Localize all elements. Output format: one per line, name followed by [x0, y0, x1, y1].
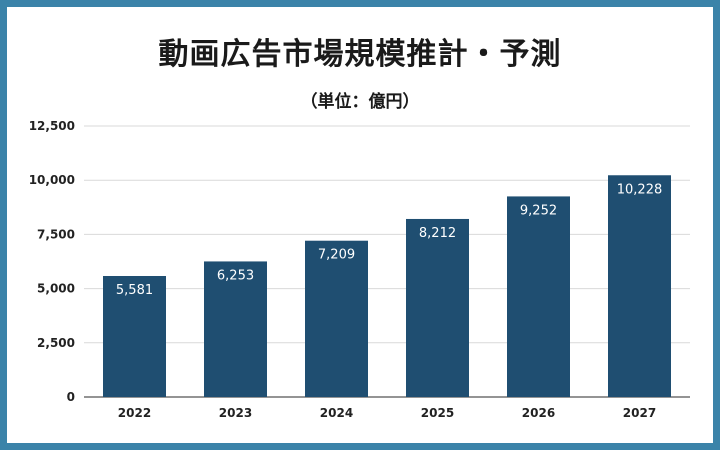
- x-tick-label: 2023: [219, 406, 252, 420]
- y-tick-label: 2,500: [37, 336, 75, 350]
- data-label: 7,209: [318, 248, 355, 263]
- y-tick-label: 12,500: [29, 119, 75, 133]
- x-tick-label: 2027: [623, 406, 656, 420]
- y-tick-label: 10,000: [29, 173, 75, 187]
- bar-2022: [103, 276, 166, 397]
- bar-2026: [507, 196, 570, 397]
- chart-title: 動画広告市場規模推計・予測: [158, 37, 562, 72]
- y-tick-label: 7,500: [37, 227, 75, 241]
- x-tick-label: 2025: [421, 406, 454, 420]
- y-tick-label: 0: [67, 390, 75, 404]
- bar-2023: [204, 261, 267, 397]
- y-tick-label: 5,000: [37, 282, 75, 296]
- data-label: 6,253: [217, 268, 254, 283]
- x-tick-label: 2022: [118, 406, 151, 420]
- bars: 5,581 6,253 7,209 8,212 9,252 10,228: [103, 175, 671, 397]
- data-label: 5,581: [116, 283, 153, 298]
- bar-2027: [608, 175, 671, 397]
- bar-2025: [406, 218, 469, 397]
- y-axis-ticks: 0 2,500 5,000 7,500 10,000 12,500: [29, 119, 75, 404]
- data-label: 8,212: [419, 226, 456, 241]
- chart-subtitle: （単位：億円）: [300, 92, 420, 112]
- x-tick-label: 2026: [522, 406, 555, 420]
- x-tick-label: 2024: [320, 406, 353, 420]
- grid-lines: [84, 125, 690, 398]
- data-label: 10,228: [617, 182, 663, 197]
- data-label: 9,252: [520, 203, 557, 218]
- x-axis-ticks: 2022 2023 2024 2025 2026 2027: [118, 406, 656, 420]
- bar-2024: [305, 240, 368, 397]
